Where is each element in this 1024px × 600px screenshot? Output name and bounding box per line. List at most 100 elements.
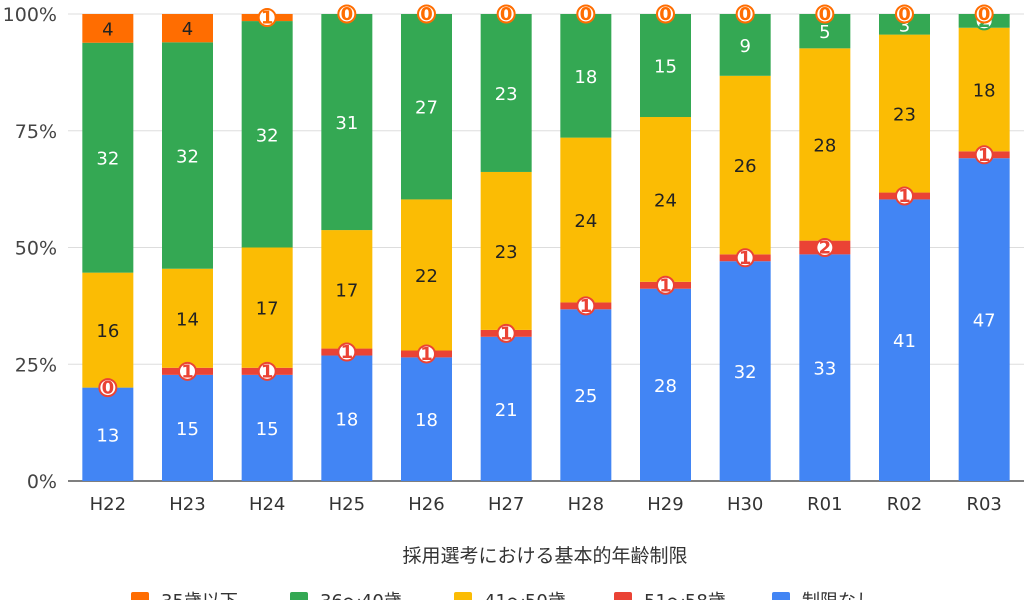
bar-segment (241, 374, 293, 481)
x-tick-label: R02 (887, 494, 922, 515)
legend: 35歳以下 36～40歳 41～50歳 51～58歳 制限なし (131, 591, 874, 600)
data-label: 15 (176, 419, 199, 440)
data-label-bubble (337, 342, 357, 362)
legend-swatch (614, 592, 632, 600)
y-tick-label: 25% (15, 354, 57, 376)
x-tick-label: H23 (169, 494, 205, 515)
data-label: 18 (574, 67, 597, 88)
data-label: 23 (495, 84, 518, 105)
data-label: 18 (415, 410, 438, 431)
bar-segment (799, 254, 851, 481)
y-tick-label: 100% (3, 4, 57, 26)
data-label: 47 (973, 311, 996, 332)
bar-segment (879, 199, 930, 482)
gridlines (68, 13, 1024, 482)
x-tick-label: R03 (966, 494, 1001, 515)
data-label: 4 (182, 19, 193, 40)
x-tick-label: H25 (329, 494, 365, 515)
data-label: 13 (96, 425, 119, 446)
y-tick-label: 75% (15, 121, 57, 143)
data-label: 15 (256, 419, 279, 440)
data-label-bubble (815, 238, 835, 257)
x-tick-label: H29 (647, 494, 683, 515)
data-label: 17 (335, 280, 358, 301)
data-label: 0 (659, 4, 672, 25)
bar-segment (162, 374, 213, 481)
data-label: 24 (574, 211, 597, 232)
data-label: 9 (739, 36, 750, 57)
data-labels: 1301632415114324151173211811731018122270… (96, 4, 995, 446)
data-label: 1 (500, 323, 513, 344)
x-tick-label: H24 (249, 494, 285, 515)
legend-swatch (772, 592, 790, 600)
bar-segment (401, 199, 452, 351)
x-tick-label: H26 (408, 494, 444, 515)
bar-segment (640, 14, 691, 118)
bar-segment (321, 230, 373, 349)
data-label: 0 (341, 4, 354, 25)
legend-label: 41～50歳 (484, 591, 566, 600)
data-label-bubble (974, 145, 994, 165)
data-label: 2 (819, 238, 832, 259)
bar-segment (560, 137, 612, 303)
data-label: 28 (813, 135, 836, 156)
data-label: 1 (978, 145, 991, 166)
data-label: 3 (899, 15, 910, 36)
x-axis: H22 H23 H24 H25 H26 H27 H28 H29 H30 R01 R02 R03 (90, 494, 1002, 515)
data-label: 18 (335, 409, 358, 430)
bar-segment (480, 336, 532, 481)
data-label: 1 (341, 342, 354, 363)
data-label: 21 (495, 400, 518, 421)
bar-segment (82, 272, 134, 388)
data-label: 0 (819, 4, 832, 25)
bar-segment (401, 357, 452, 481)
data-label: 41 (893, 331, 916, 352)
data-label: 1 (261, 361, 274, 382)
data-label-bubble (98, 378, 118, 398)
data-label: 14 (176, 309, 199, 330)
data-label: 0 (739, 4, 752, 25)
bar-segment (958, 158, 1010, 481)
data-label: 32 (256, 125, 279, 146)
bar-segment (480, 171, 532, 330)
bar-segment (82, 42, 134, 273)
bar-segment (719, 14, 771, 76)
bar-segment (321, 355, 373, 481)
bar-segment (82, 14, 134, 43)
data-label-bubble (257, 8, 277, 28)
data-label: 0 (420, 4, 433, 25)
data-label: 16 (96, 321, 119, 342)
data-label: 1 (898, 186, 911, 207)
data-label: 1 (659, 275, 672, 296)
data-label-bubble (974, 4, 994, 24)
data-label: 33 (813, 359, 836, 380)
x-axis-title: 採用選考における基本的年齢制限 (402, 545, 687, 567)
y-tick-label: 0% (27, 471, 57, 493)
data-label-bubble (178, 361, 197, 381)
bar-segment (162, 42, 213, 269)
x-tick-label: H30 (727, 494, 763, 515)
bar-segment (799, 48, 851, 241)
data-label-bubble (337, 4, 357, 24)
bar-segment (480, 14, 532, 172)
data-label-bubble (656, 4, 675, 24)
data-label-bubble (895, 186, 914, 206)
bar-segment (640, 117, 691, 282)
data-label-bubble (417, 344, 436, 364)
data-label: 4 (102, 19, 113, 40)
bar-segment (401, 14, 452, 200)
data-label: 27 (415, 98, 438, 119)
data-label: 1 (181, 361, 194, 382)
bar-segment (241, 21, 293, 248)
bar-segment (879, 34, 930, 193)
data-label-bubble (496, 4, 516, 24)
y-axis: 0% 25% 50% 75% 100% (3, 4, 57, 493)
data-label-bubble (576, 4, 596, 24)
data-label: 5 (819, 22, 830, 43)
data-label: 0 (102, 378, 115, 399)
bar-segment (162, 268, 213, 368)
bar-segment (640, 288, 691, 481)
data-label-bubble (656, 275, 675, 295)
bar-segment (879, 14, 930, 35)
bar-segment (82, 387, 134, 481)
